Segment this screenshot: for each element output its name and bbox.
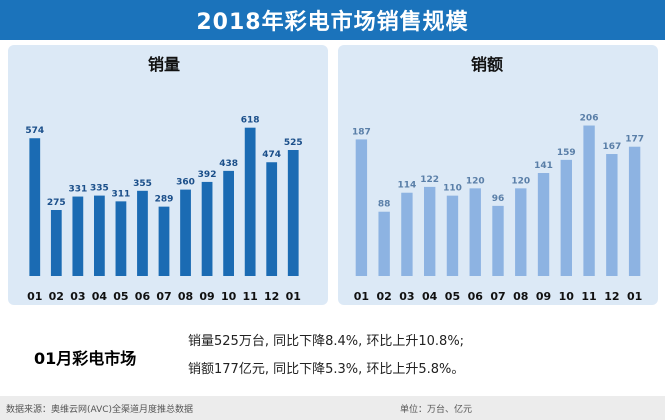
value-data-label: 110 (443, 184, 462, 194)
volume-bar (115, 201, 127, 276)
volume-tick-label: 04 (92, 290, 108, 303)
volume-bar (244, 127, 256, 277)
value-bar (606, 154, 618, 276)
summary-value-line: 销额177亿元, 同比下降5.3%, 环比上升5.8%。 (188, 362, 465, 377)
volume-data-label: 355 (133, 179, 152, 189)
value-data-label: 206 (580, 114, 599, 124)
volume-chart-title: 销量 (148, 55, 180, 74)
volume-tick-label: 02 (49, 290, 64, 303)
charts-svg: 销量 574 01 275 02 331 03 335 04 311 05 355 06 289 07 360… (25, 55, 644, 303)
value-bar (628, 146, 641, 276)
summary-volume-line: 销量525万台, 同比下降8.4%, 环比上升10.8%; (188, 334, 465, 349)
volume-data-label: 618 (241, 116, 260, 126)
volume-bar (158, 206, 170, 276)
value-tick-label: 11 (581, 290, 596, 303)
volume-data-label: 392 (198, 170, 217, 180)
volume-tick-label: 10 (221, 290, 237, 303)
volume-data-label: 574 (25, 126, 44, 136)
volume-bar (287, 150, 299, 276)
value-tick-label: 08 (513, 290, 528, 303)
volume-tick-label: 09 (199, 290, 214, 303)
volume-data-label: 360 (176, 178, 195, 188)
volume-bar (50, 210, 62, 276)
value-data-label: 122 (420, 175, 439, 185)
value-tick-label: 01 (627, 290, 642, 303)
value-data-label: 177 (625, 135, 644, 145)
volume-bar (137, 190, 148, 276)
value-tick-label: 02 (376, 290, 391, 303)
value-bar (469, 188, 481, 276)
value-tick-label: 09 (536, 290, 551, 303)
value-bar (355, 139, 368, 276)
data-source: 数据来源：奥维云网(AVC)全渠道月度推总数据 (6, 405, 194, 415)
volume-tick-label: 08 (178, 290, 193, 303)
value-data-label: 167 (602, 142, 621, 152)
volume-bar (94, 195, 105, 276)
value-data-label: 141 (534, 161, 553, 171)
volume-tick-label: 06 (135, 290, 151, 303)
value-tick-label: 07 (490, 290, 505, 303)
value-data-label: 120 (466, 176, 485, 186)
value-tick-label: 06 (468, 290, 484, 303)
value-bar (583, 125, 595, 277)
value-bar (515, 188, 527, 276)
volume-data-label: 331 (68, 185, 87, 195)
volume-data-label: 438 (219, 159, 238, 169)
summary-label: 01月彩电市场 (34, 349, 137, 368)
footer: 数据来源：奥维云网(AVC)全渠道月度推总数据 单位：万台、亿元 (0, 396, 665, 420)
value-tick-label: 10 (559, 290, 575, 303)
value-data-label: 114 (398, 181, 417, 191)
value-data-label: 88 (378, 200, 391, 210)
value-tick-label: 12 (604, 290, 619, 303)
value-bar (560, 159, 572, 276)
volume-tick-label: 01 (286, 290, 301, 303)
volume-data-label: 335 (90, 184, 109, 194)
value-tick-label: 03 (399, 290, 414, 303)
volume-data-label: 275 (47, 198, 66, 208)
value-bar (492, 205, 504, 276)
value-data-label: 96 (492, 194, 505, 204)
volume-bar (29, 138, 41, 276)
volume-tick-label: 05 (113, 290, 128, 303)
value-chart-title: 销额 (471, 55, 503, 74)
volume-bar (180, 189, 191, 276)
volume-bar (201, 181, 213, 276)
volume-bar (223, 170, 234, 276)
value-bar (537, 173, 550, 276)
volume-tick-label: 11 (242, 290, 257, 303)
value-data-label: 187 (352, 127, 371, 137)
volume-tick-label: 01 (27, 290, 42, 303)
value-data-label: 120 (511, 176, 530, 186)
value-bar (401, 192, 413, 276)
volume-data-label: 525 (284, 138, 303, 148)
value-bar (378, 211, 390, 276)
volume-tick-label: 03 (70, 290, 85, 303)
value-bar (424, 186, 436, 276)
value-tick-label: 04 (422, 290, 438, 303)
volume-tick-label: 12 (264, 290, 279, 303)
volume-data-label: 474 (262, 150, 281, 160)
value-tick-label: 05 (445, 290, 460, 303)
volume-data-label: 311 (112, 189, 131, 199)
volume-data-label: 289 (155, 195, 174, 205)
volume-bar (266, 162, 278, 276)
unit-note: 单位：万台、亿元 (400, 405, 473, 415)
value-tick-label: 01 (354, 290, 369, 303)
volume-tick-label: 07 (156, 290, 171, 303)
value-data-label: 159 (557, 148, 576, 158)
value-bar (446, 195, 459, 276)
volume-bar (72, 196, 84, 276)
page-title: 2018年彩电市场销售规模 (0, 0, 665, 40)
